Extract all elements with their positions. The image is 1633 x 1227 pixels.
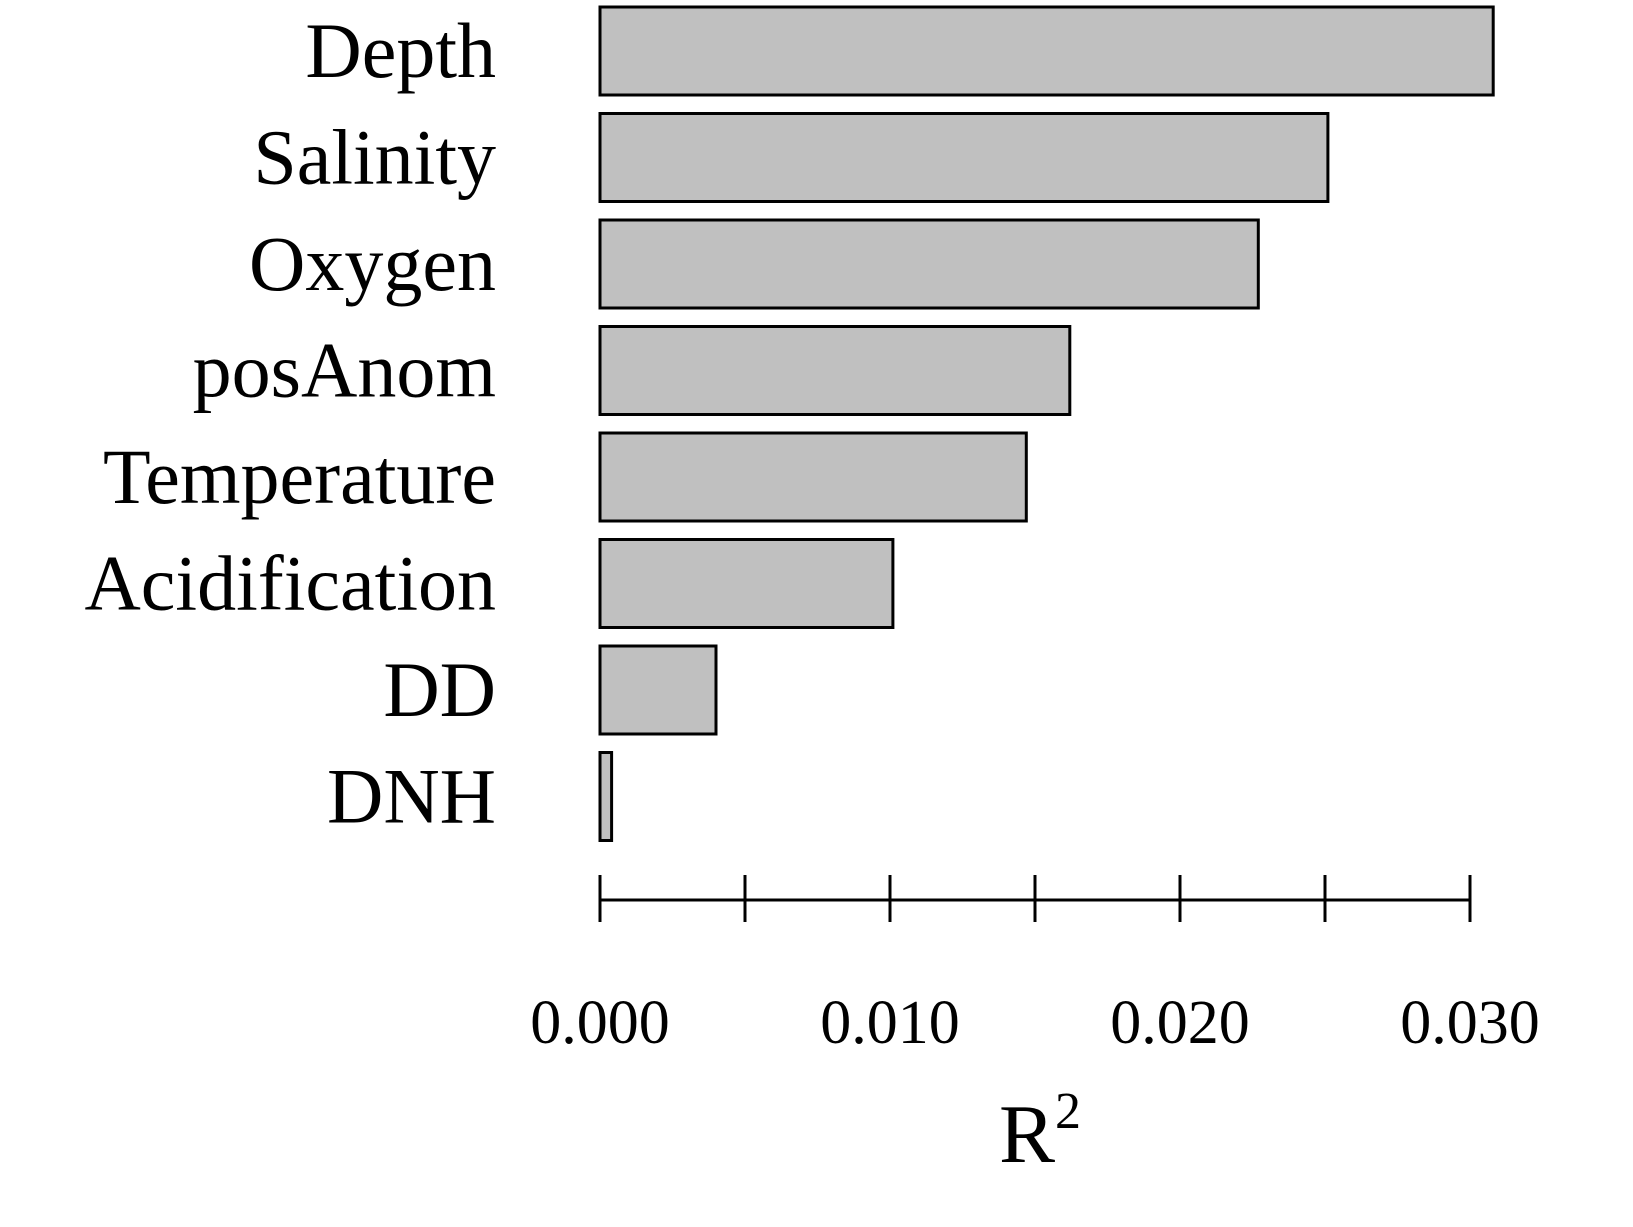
category-label-dd: DD <box>383 646 496 733</box>
tick-label-3: 0.030 <box>1400 989 1540 1057</box>
category-label-posanom: posAnom <box>193 327 496 414</box>
category-label-depth: Depth <box>305 7 496 94</box>
tick-label-1: 0.010 <box>820 989 960 1057</box>
category-labels: Depth Salinity Oxygen posAnom Temperature Aci… <box>84 7 496 840</box>
bar-dnh <box>598 751 614 842</box>
bars-layer <box>598 5 1495 842</box>
tick-label-2: 0.020 <box>1110 989 1250 1057</box>
category-label-temperature: Temperature <box>103 433 496 520</box>
category-label-oxygen: Oxygen <box>249 220 496 307</box>
x-axis-tick-labels: 0.000 0.010 0.020 0.030 <box>530 989 1540 1057</box>
tick-label-0: 0.000 <box>530 989 670 1057</box>
bar-temperature <box>598 431 1028 523</box>
bar-salinity <box>598 112 1330 203</box>
x-axis-title-superscript: 2 <box>1055 1083 1081 1140</box>
category-label-dnh: DNH <box>327 753 496 840</box>
bar-dd <box>598 644 718 736</box>
category-label-salinity: Salinity <box>253 114 496 201</box>
bar-depth <box>598 5 1495 97</box>
x-axis-title-base: R <box>999 1088 1055 1181</box>
bar-oxygen <box>598 218 1260 310</box>
bar-posanom <box>598 325 1072 416</box>
bar-acidification <box>598 538 895 629</box>
category-label-acidification: Acidification <box>84 540 496 627</box>
x-axis-title: R2 <box>999 1083 1081 1181</box>
x-axis-ticks <box>598 875 1472 922</box>
